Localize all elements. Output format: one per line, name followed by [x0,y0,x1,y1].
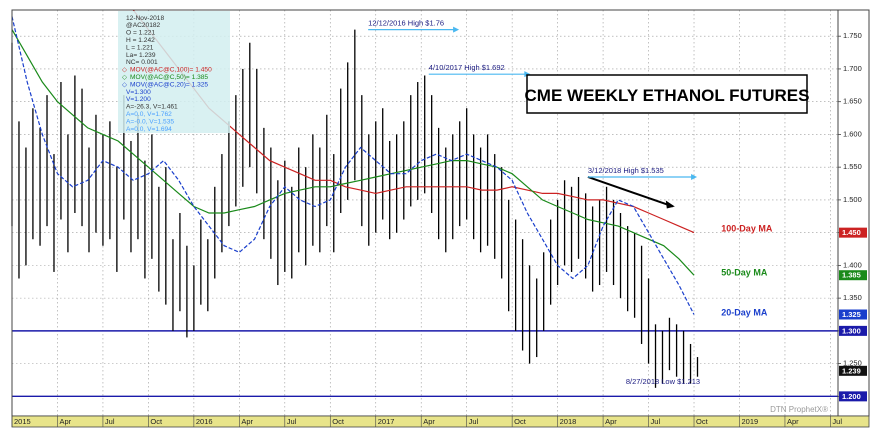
ma-label: 100-Day MA [721,224,773,234]
watermark: DTN ProphetX® [770,405,828,414]
legend-background [118,11,230,133]
legend-line: H = 1.242 [126,37,155,44]
y-tick-label: 1.550 [843,162,862,171]
price-tag-label: 1.325 [842,310,861,319]
title-border [526,74,808,114]
price-tag-label: 1.200 [842,392,861,401]
y-tick-label: 1.350 [843,293,862,302]
legend-line: MOV(@AC@C,20)= 1.325 [130,81,208,88]
x-tick-label: Jul [287,417,297,426]
x-tick-label: Apr [241,417,253,426]
annotation-label: 3/12/2018 High $1.535 [588,166,664,175]
x-tick-label: Apr [423,417,435,426]
legend-marker: ◇ [122,67,128,74]
x-tick-label: Oct [150,417,163,426]
legend-line: A=-26.3, V=1.461 [126,104,178,111]
x-tick-label: 2016 [196,417,213,426]
price-tag-label: 1.450 [842,228,861,237]
legend-marker: ◇ [122,81,128,88]
annotation-arrowhead [691,173,698,180]
legend-line: MOV(@AC@C,50)= 1.385 [130,74,208,81]
x-axis: 2015 Apr Jul Oct 2016 Apr Jul Oct 2017 Apr Jul Oct 2… [11,416,842,427]
annotation-label: 12/12/2016 High $1.76 [368,19,444,28]
price-tag-label: 1.239 [842,366,861,375]
ma-label: 50-Day MA [721,268,768,278]
legend-line: A=0.0, V=1.694 [126,126,172,133]
legend-line: L = 1.221 [126,44,154,51]
chart-title: CME WEEKLY ETHANOL FUTURES [525,86,810,105]
y-tick-label: 1.650 [843,97,862,106]
x-tick-label: Jul [469,417,479,426]
x-tick-label: Oct [514,417,527,426]
x-tick-label: 2017 [378,417,395,426]
x-tick-label: 2019 [741,417,758,426]
annotation-arrowhead [453,26,460,33]
legend-line: La= 1.239 [126,52,156,59]
y-tick-label: 1.400 [843,260,862,269]
price-tag-label: 1.385 [842,271,861,280]
x-tick-label: Apr [59,417,71,426]
x-tick-label: Oct [332,417,345,426]
legend-line: A=-0.0, V=1.535 [126,118,174,125]
legend-line: V=1.200 [126,96,151,103]
price-tag-bg [839,309,867,320]
y-tick-label: 1.700 [843,64,862,73]
annotation-arrowhead [524,71,531,78]
title-box: CME WEEKLY ETHANOL FUTURES [525,74,810,114]
trendline-group [587,176,675,209]
price-tag-bg [839,270,867,281]
trendline-arrowhead [665,200,675,209]
price-tag-bg [839,391,867,402]
x-tick-label: Oct [696,417,709,426]
legend-line: MOV(@AC@C,100)= 1.450 [130,67,212,74]
annotations: 12/12/2016 High $1.76 4/10/2017 High $1.6… [368,19,700,386]
legend-line: V=1.300 [126,89,151,96]
support-lines [12,330,838,398]
y-tick-label: 1.250 [843,359,862,368]
y-tick-label: 1.500 [843,195,862,204]
ma-label: 20-Day MA [721,308,768,318]
legend-line: 12-Nov-2018 [126,15,164,22]
x-tick-label: Apr [787,417,799,426]
price-tag-bg [839,365,867,376]
legend-line: O = 1.221 [126,30,155,37]
x-tick-label: Jul [832,417,842,426]
ma-line [11,16,695,315]
x-tick-label: 2015 [14,417,31,426]
price-tag-bg [839,325,867,336]
y-tick-label: 1.750 [843,31,862,40]
legend-marker: ◇ [122,74,128,81]
x-tick-label: Jul [651,417,661,426]
y-tick-label: 1.600 [843,129,862,138]
ma-labels: 100-Day MA 50-Day MA 20-Day MA [721,224,773,318]
price-tag-label: 1.300 [842,326,861,335]
x-tick-label: Apr [605,417,617,426]
price-tag-bg [839,227,867,238]
trendline [587,176,674,208]
annotation-label: 4/10/2017 High $1.692 [429,63,505,72]
annotation-label: 8/27/2018 Low $1.213 [626,377,700,386]
x-tick-label: Jul [105,417,115,426]
legend-line: A=0.0, V=1.762 [126,111,172,118]
legend-line: NC= 0.001 [126,59,158,66]
ma-line [11,29,695,276]
price-tags: 1.450 1.385 1.325 1.300 1.239 1.200 [839,227,867,402]
x-tick-label: 2018 [560,417,577,426]
legend-line: @AC20182 [126,22,161,29]
x-axis-panel [11,415,870,428]
